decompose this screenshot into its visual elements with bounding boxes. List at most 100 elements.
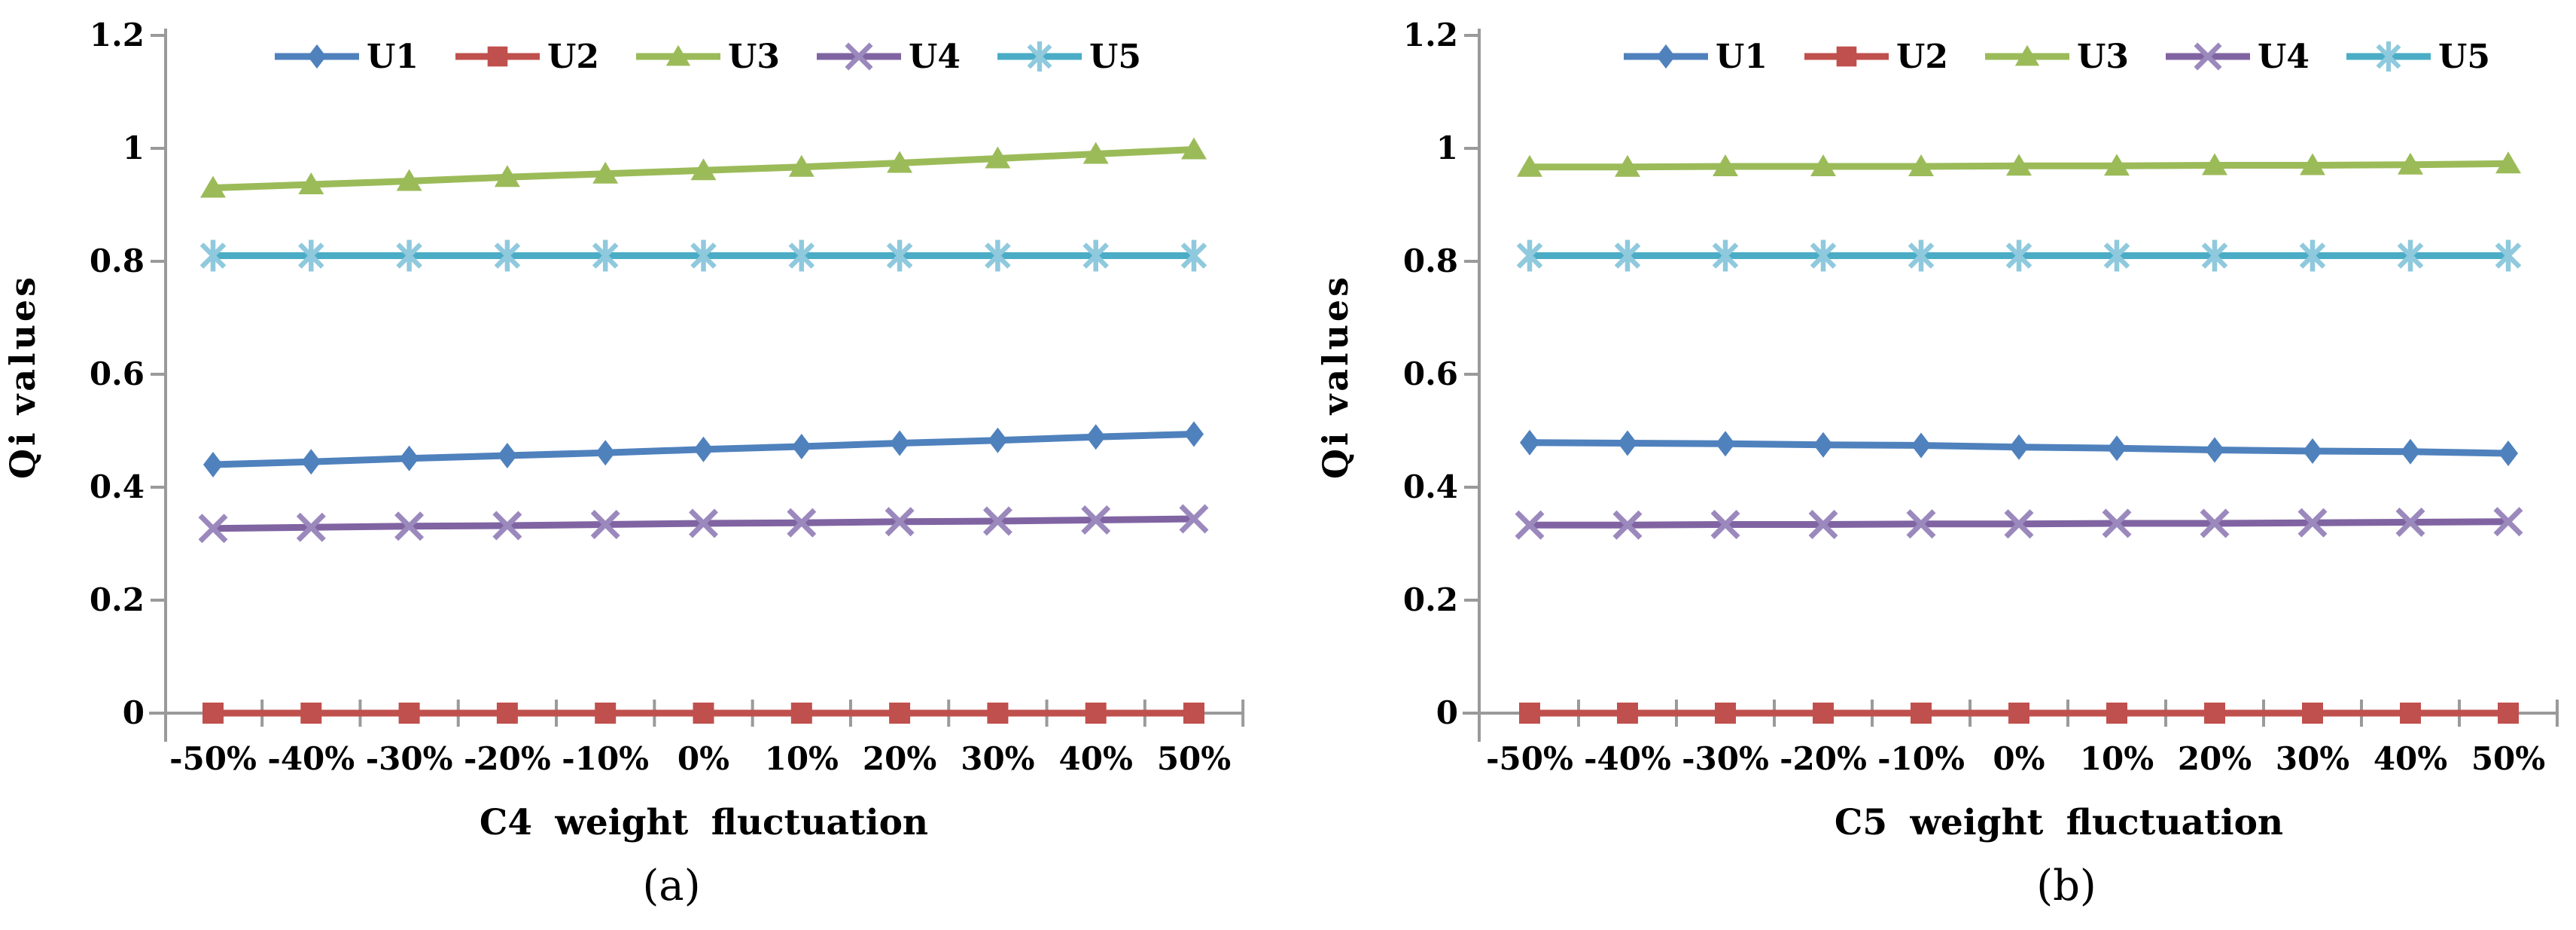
data-point-marker bbox=[1520, 429, 1539, 456]
x-tick-label: -50% bbox=[1486, 740, 1573, 777]
panel-caption: (b) bbox=[2036, 861, 2096, 910]
data-point-marker bbox=[1515, 510, 1545, 540]
legend-label: U5 bbox=[2438, 38, 2490, 76]
axes bbox=[1463, 29, 2559, 742]
data-point-marker bbox=[890, 430, 910, 456]
data-point-marker bbox=[592, 161, 619, 184]
data-point-marker bbox=[1713, 154, 1738, 176]
data-point-marker bbox=[665, 44, 691, 66]
series-U5 bbox=[199, 239, 1207, 272]
data-point-marker bbox=[307, 44, 327, 69]
data-point-marker bbox=[985, 146, 1011, 169]
data-point-marker bbox=[690, 158, 717, 181]
y-axis-title: Qi values bbox=[1315, 274, 1356, 479]
data-point-marker bbox=[1617, 703, 1638, 724]
data-point-marker bbox=[301, 449, 321, 475]
legend-item-u1: U1 bbox=[275, 38, 419, 76]
data-point-marker bbox=[1184, 421, 1204, 447]
data-point-marker bbox=[494, 165, 520, 188]
y-tick-label: 0.8 bbox=[1403, 242, 1458, 279]
data-point-marker bbox=[200, 175, 226, 198]
data-point-marker bbox=[2302, 703, 2323, 724]
data-point-marker bbox=[203, 452, 223, 477]
data-point-marker bbox=[396, 169, 422, 191]
y-tick-label: 0 bbox=[1436, 694, 1458, 731]
legend-item-u1: U1 bbox=[1624, 38, 1768, 76]
data-point-marker bbox=[1908, 154, 1934, 176]
data-point-marker bbox=[497, 443, 517, 468]
series-U4 bbox=[1515, 507, 2523, 540]
data-point-marker bbox=[2299, 239, 2326, 272]
data-point-marker bbox=[1082, 239, 1109, 272]
axes bbox=[149, 29, 1245, 742]
data-point-marker bbox=[298, 172, 324, 194]
data-point-marker bbox=[492, 511, 522, 541]
data-point-marker bbox=[987, 703, 1009, 724]
data-point-marker bbox=[1179, 504, 1209, 534]
data-point-marker bbox=[396, 239, 422, 272]
x-tick-label: -40% bbox=[1584, 740, 1671, 777]
data-point-marker bbox=[1810, 154, 1836, 176]
legend-label: U4 bbox=[2258, 38, 2310, 76]
data-point-marker bbox=[2014, 44, 2040, 66]
legend-item-u3: U3 bbox=[636, 38, 780, 76]
data-point-marker bbox=[2107, 435, 2127, 462]
data-point-marker bbox=[985, 239, 1011, 272]
data-point-marker bbox=[1516, 239, 1543, 272]
y-tick-label: 0.8 bbox=[90, 242, 145, 279]
data-point-marker bbox=[494, 239, 521, 272]
data-point-marker bbox=[2008, 703, 2029, 724]
x-tick-label: 50% bbox=[1157, 740, 1231, 777]
legend-label: U3 bbox=[2077, 38, 2129, 76]
data-point-marker bbox=[2205, 437, 2224, 463]
data-point-marker bbox=[689, 508, 718, 538]
data-point-marker bbox=[202, 703, 224, 724]
data-point-marker bbox=[2009, 434, 2029, 460]
data-point-marker bbox=[1712, 239, 1739, 272]
data-point-marker bbox=[887, 151, 913, 173]
x-tick-label: 0% bbox=[677, 740, 729, 777]
legend-item-u5: U5 bbox=[2346, 38, 2490, 76]
x-tick-label: -50% bbox=[169, 740, 257, 777]
data-point-marker bbox=[394, 511, 425, 541]
data-point-marker bbox=[2106, 703, 2127, 724]
y-tick-label: 0 bbox=[123, 694, 145, 731]
x-tick-label: -10% bbox=[1877, 740, 1965, 777]
data-point-marker bbox=[1908, 239, 1935, 272]
x-tick-label: 40% bbox=[2374, 740, 2447, 777]
data-point-marker bbox=[2202, 153, 2227, 175]
data-point-marker bbox=[988, 427, 1008, 453]
data-point-marker bbox=[1614, 239, 1641, 272]
x-tick-label: 0% bbox=[1993, 740, 2045, 777]
series-U3 bbox=[200, 137, 1207, 198]
data-point-marker bbox=[2194, 42, 2222, 71]
x-tick-label: -30% bbox=[1682, 740, 1769, 777]
x-tick-label: 10% bbox=[2080, 740, 2154, 777]
data-point-marker bbox=[1612, 510, 1643, 540]
x-axis-title: C4 weight fluctuation bbox=[480, 802, 928, 843]
data-point-marker bbox=[1813, 431, 1833, 458]
data-point-marker bbox=[2376, 41, 2401, 72]
data-point-marker bbox=[2006, 154, 2032, 176]
y-tick-label: 0.4 bbox=[1403, 468, 1458, 505]
x-tick-label: -10% bbox=[562, 740, 649, 777]
y-tick-label: 1 bbox=[1436, 130, 1458, 166]
data-point-marker bbox=[2004, 509, 2034, 539]
data-point-marker bbox=[845, 42, 873, 71]
x-tick-label: -30% bbox=[366, 740, 453, 777]
data-point-marker bbox=[298, 239, 324, 272]
y-tick-label: 1.2 bbox=[90, 17, 145, 53]
x-tick-label: -40% bbox=[267, 740, 355, 777]
legend-label: U5 bbox=[1089, 38, 1141, 76]
data-point-marker bbox=[2498, 703, 2519, 724]
data-point-marker bbox=[1656, 44, 1676, 69]
data-point-marker bbox=[791, 434, 811, 459]
data-point-marker bbox=[2498, 441, 2518, 466]
data-point-marker bbox=[595, 703, 617, 724]
data-point-marker bbox=[1081, 505, 1111, 535]
data-point-marker bbox=[1180, 239, 1207, 272]
series-U2 bbox=[202, 703, 1204, 724]
chart-a: 0 0.2 0.4 0.6 0.8 1 1.2 -50% -40% -30% -20% -10% 0% 1… bbox=[2, 17, 1245, 910]
